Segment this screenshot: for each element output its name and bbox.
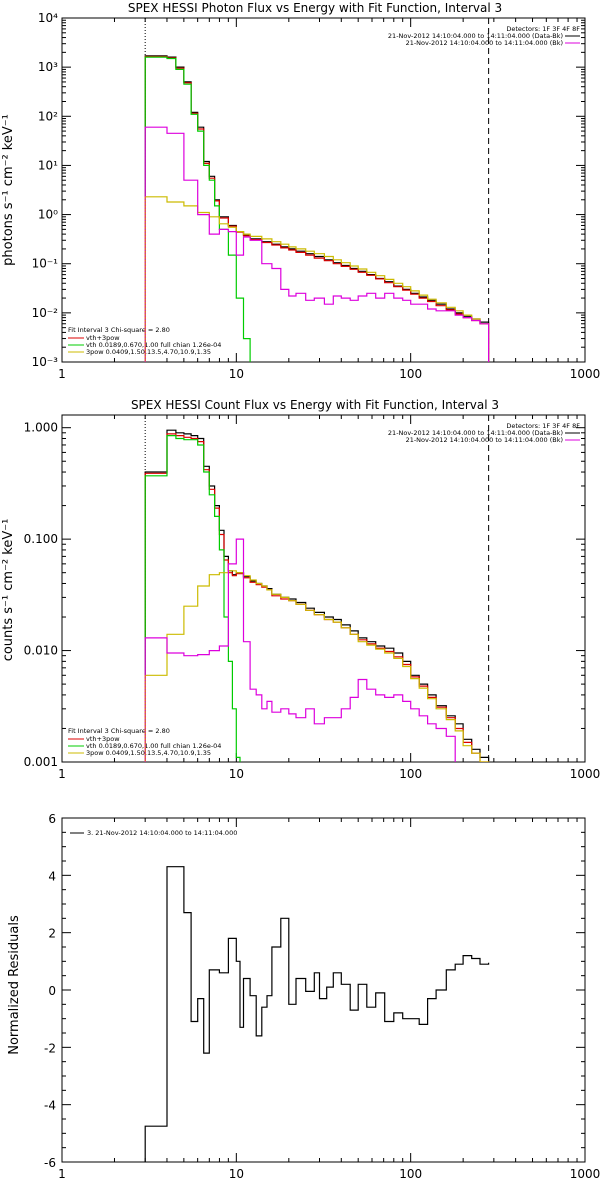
photon-flux-bk-interval: 21-Nov-2012 14:10:04.000 to 14:11:04.000… [406,39,563,47]
count-flux-detectors: Detectors: 1F 3F 4F 8F [506,422,580,430]
x-axis: 1 10 100 1000 [58,818,600,1181]
series-vth+3pow [144,55,490,362]
y-tick-label: 10² [38,109,58,123]
legend-label-vth: vth 0.0189,0.670,1.00 full chian 1.26e-0… [86,742,221,750]
series-background [144,538,456,762]
y-axis: 10⁻³ 10⁻² 10⁻¹ 10⁰ 10¹ 10² 10³ 10⁴ [32,11,585,369]
residuals-legend-label: 3. 21-Nov-2012 14:10:04.000 to 14:11:04.… [87,829,237,837]
series-3pow [144,196,490,362]
photon-flux-title: SPEX HESSI Photon Flux vs Energy with Fi… [128,1,502,15]
x-tick-label: 1 [58,767,66,781]
x-tick-label: 10 [229,367,244,381]
y-tick-label: 10⁻³ [32,355,59,369]
count-flux-info: Detectors: 1F 3F 4F 8F 21-Nov-2012 14:10… [388,422,580,444]
photon-flux-info: Detectors: 1F 3F 4F 8F 21-Nov-2012 14:10… [388,25,580,47]
series-data [144,429,490,762]
count-flux-data-interval: 21-Nov-2012 14:10:04.000 to 14:11:04.000… [388,429,563,437]
count-flux-panel: SPEX HESSI Count Flux vs Energy with Fit… [1,398,600,781]
x-tick-label: 10 [229,1167,244,1181]
y-tick-label: 10³ [38,60,58,74]
count-flux-legend: Fit Interval 3 Chi-square = 2.80 vth+3po… [68,727,221,757]
legend-label-vth-3pow: vth+3pow [86,735,120,743]
y-axis: 0.001 0.010 0.100 1.000 [24,421,585,769]
series-background [144,126,490,362]
y-tick-label: 10⁻² [32,306,59,320]
series-group [144,866,490,1162]
series-data [144,55,490,362]
count-flux-bk-interval: 21-Nov-2012 14:10:04.000 to 14:11:04.000… [406,436,563,444]
legend-label-3pow: 3pow 0.0409,1.50,13.5,4.70,10.9,1.35 [86,749,211,757]
series-residuals [144,866,490,1162]
photon-flux-panel: SPEX HESSI Photon Flux vs Energy with Fi… [1,1,600,381]
x-tick-label: 100 [399,367,422,381]
y-tick-label: 10⁴ [38,11,58,25]
series-group [144,55,490,362]
count-flux-title: SPEX HESSI Count Flux vs Energy with Fit… [131,398,499,412]
x-axis: 1 10 100 1000 [58,415,600,781]
y-tick-label: -4 [44,1099,56,1113]
y-tick-label: 0 [48,984,56,998]
photon-flux-legend-title: Fit Interval 3 Chi-square = 2.80 [68,326,170,334]
y-tick-label: 0.001 [24,755,58,769]
x-tick-label: 10 [229,767,244,781]
count-flux-legend-title: Fit Interval 3 Chi-square = 2.80 [68,727,170,735]
x-tick-label: 100 [399,1167,422,1181]
legend-label-vth: vth 0.0189,0.670,1.00 full chian 1.26e-0… [86,341,221,349]
x-tick-label: 1000 [570,367,600,381]
y-tick-label: -2 [44,1041,56,1055]
photon-flux-ylabel: photons s⁻¹ cm⁻² keV⁻¹ [1,114,16,266]
residuals-legend: 3. 21-Nov-2012 14:10:04.000 to 14:11:04.… [70,829,237,837]
x-tick-label: 1000 [570,767,600,781]
y-axis: -6 -4 -2 0 2 4 6 [44,812,585,1170]
plot-frame [61,17,586,363]
x-tick-label: 1 [58,1167,66,1181]
y-tick-label: 1.000 [24,421,58,435]
photon-flux-data-interval: 21-Nov-2012 14:10:04.000 to 14:11:04.000… [388,32,563,40]
residuals-panel: Normalized Residuals 3. 21-Nov-2012 14:1… [7,812,600,1181]
count-flux-ylabel: counts s⁻¹ cm⁻² keV⁻¹ [1,519,16,662]
y-tick-label: -6 [44,1156,56,1170]
y-tick-label: 4 [48,869,56,883]
plot-frame [61,817,586,1163]
y-tick-label: 2 [48,927,56,941]
x-tick-label: 100 [399,767,422,781]
residuals-ylabel: Normalized Residuals [7,915,22,1055]
y-tick-label: 0.100 [24,532,58,546]
photon-flux-detectors: Detectors: 1F 3F 4F 8F [506,25,580,33]
y-tick-label: 10⁻¹ [32,257,59,271]
y-tick-label: 6 [48,812,56,826]
y-tick-label: 10⁰ [38,208,58,222]
x-tick-label: 1 [58,367,66,381]
legend-label-3pow: 3pow 0.0409,1.50,13.5,4.70,10.9,1.35 [86,348,211,356]
x-axis: 1 10 100 1000 [58,18,600,381]
y-tick-label: 10¹ [38,158,58,172]
photon-flux-legend: Fit Interval 3 Chi-square = 2.80 vth+3po… [68,326,221,356]
series-group [144,429,490,762]
series-vth [144,435,241,762]
y-tick-label: 0.010 [24,644,58,658]
series-vth [144,56,251,362]
legend-label-vth-3pow: vth+3pow [86,334,120,342]
plot-frame [61,414,586,763]
x-tick-label: 1000 [570,1167,600,1181]
